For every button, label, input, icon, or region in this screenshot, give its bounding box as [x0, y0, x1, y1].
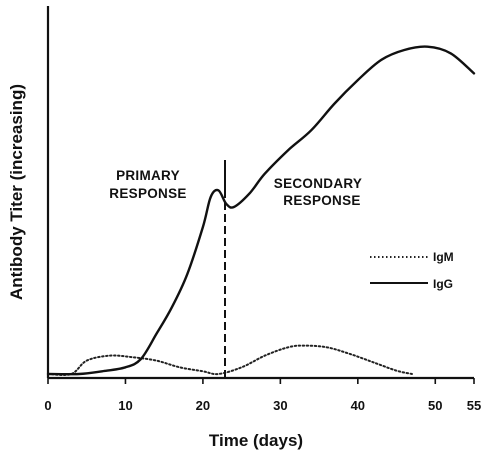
legend-igm-label: IgM: [433, 250, 454, 264]
x-tick-label: 0: [44, 398, 51, 413]
x-tick-label: 50: [428, 398, 442, 413]
secondary-response-label-line1: SECONDARY: [274, 176, 362, 191]
legend-igg-label: IgG: [433, 277, 453, 291]
series-line-igm: [47, 344, 413, 376]
y-axis-title: Antibody Titer (increasing): [7, 84, 26, 300]
x-axis-title: Time (days): [209, 431, 303, 450]
x-tick-label: 10: [118, 398, 132, 413]
x-tick-label: 55: [467, 398, 481, 413]
primary-response-label-line1: PRIMARY: [116, 168, 180, 183]
legend: IgM IgG: [370, 250, 454, 291]
primary-response-label-line2: RESPONSE: [109, 186, 186, 201]
x-tick-label: 40: [351, 398, 365, 413]
series-line-igg: [46, 45, 476, 376]
x-tick-label: 30: [273, 398, 287, 413]
secondary-response-label-line2: RESPONSE: [283, 193, 360, 208]
x-tick-label: 20: [196, 398, 210, 413]
